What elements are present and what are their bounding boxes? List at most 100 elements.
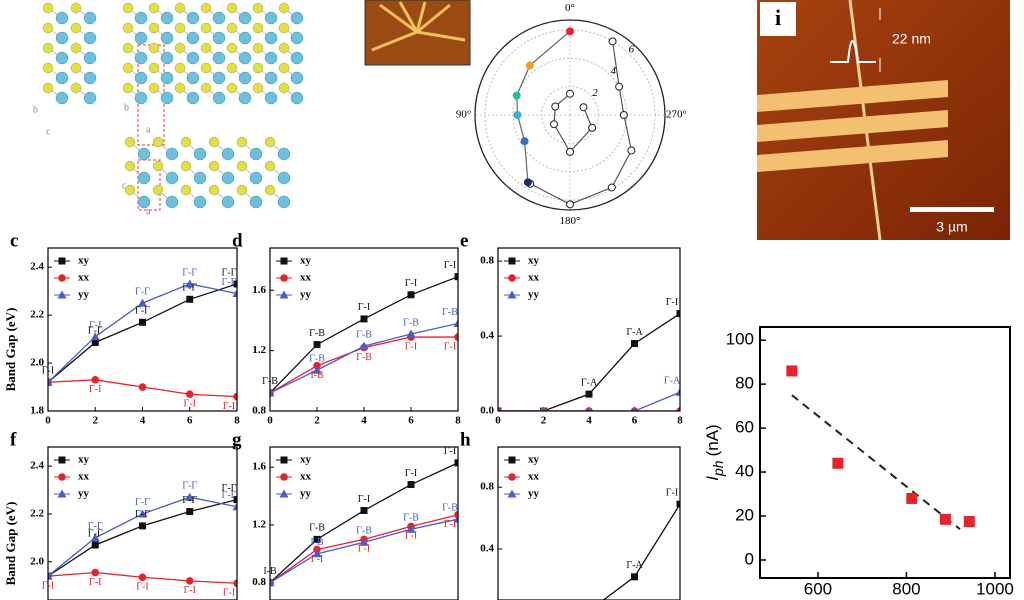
- legend-marker: [507, 290, 517, 299]
- point-label: Γ-Γ: [135, 286, 150, 297]
- x-tick-label: 8: [677, 415, 683, 427]
- atom: [290, 91, 304, 105]
- atom: [148, 62, 160, 74]
- atom: [226, 82, 238, 94]
- atom: [236, 136, 248, 148]
- legend-marker: [508, 473, 516, 481]
- legend-label: xy: [300, 454, 312, 466]
- atom: [264, 51, 278, 65]
- atom: [252, 22, 264, 34]
- atom: [122, 82, 134, 94]
- data-point: [313, 341, 321, 349]
- atom: [208, 184, 220, 196]
- atom: [134, 31, 148, 45]
- atom: [278, 62, 290, 74]
- legend-label: xy: [528, 454, 540, 466]
- atom: [55, 51, 69, 65]
- atom: [264, 31, 278, 45]
- atom: [165, 147, 179, 161]
- y-tick-label: 2.0: [30, 555, 44, 567]
- angle-label: 0°: [565, 2, 575, 14]
- y-tick-label: 0.8: [480, 481, 494, 493]
- r-tick-label: 6: [629, 43, 635, 55]
- point-label: Γ-I: [184, 585, 196, 596]
- atom: [238, 51, 252, 65]
- y-tick-label: 40: [735, 462, 754, 481]
- x-tick-label: 4: [140, 415, 146, 427]
- data-point: [186, 295, 194, 303]
- atom: [124, 184, 136, 196]
- atom: [221, 171, 235, 185]
- atom: [174, 2, 186, 14]
- polar-point: [520, 137, 529, 146]
- panel-letter: d: [232, 230, 243, 251]
- y-tick-label: 2.4: [30, 460, 44, 472]
- point-label: Γ-I: [184, 399, 196, 410]
- series-line: [498, 391, 680, 411]
- legend-marker: [508, 456, 516, 464]
- x-tick-label: 6: [187, 415, 193, 427]
- atom: [212, 31, 226, 45]
- data-point: [312, 365, 322, 374]
- polar-point: [512, 91, 521, 100]
- polar-point: [566, 200, 574, 209]
- legend-marker: [280, 473, 288, 481]
- data-point: [675, 387, 680, 396]
- y-tick-label: 0.4: [480, 330, 494, 342]
- data-point: [631, 573, 638, 581]
- series-line: [602, 503, 680, 600]
- atom: [277, 171, 291, 185]
- axis-label: b: [124, 102, 129, 113]
- atom: [160, 31, 174, 45]
- axes-frame: [47, 446, 238, 600]
- data-point: [453, 318, 458, 327]
- point-label: Γ-Γ: [182, 481, 197, 492]
- axes-frame: [497, 446, 681, 600]
- point-label: Γ-I: [89, 320, 101, 331]
- data-point: [963, 516, 975, 528]
- data-point: [233, 280, 237, 288]
- atom: [278, 42, 290, 54]
- plot-area: [48, 492, 237, 588]
- axes-frame: [759, 326, 1011, 579]
- atom: [152, 136, 164, 148]
- point-label: Γ-Γ: [182, 283, 197, 294]
- y-tick-label: 1.2: [252, 344, 266, 356]
- atom: [180, 184, 192, 196]
- point-label: Γ-B: [356, 352, 372, 363]
- polar-point: [588, 123, 597, 132]
- atom: [55, 91, 69, 105]
- atom: [174, 22, 186, 34]
- atom: [55, 71, 69, 85]
- x-tick-label: 6: [632, 415, 638, 427]
- x-tick-label: 2: [93, 415, 99, 427]
- atom: [236, 160, 248, 172]
- atom: [252, 82, 264, 94]
- atom: [42, 42, 54, 54]
- atom: [212, 11, 226, 25]
- point-label: Γ-B: [442, 307, 458, 318]
- legend-marker: [280, 257, 288, 265]
- point-label: Γ-I: [136, 582, 148, 593]
- point-label: I-B: [310, 537, 324, 548]
- point-label: I-B: [310, 370, 324, 381]
- atom: [42, 82, 54, 94]
- point-label: Γ-I: [444, 446, 456, 457]
- data-point: [406, 524, 416, 533]
- atom: [137, 171, 151, 185]
- data-point: [786, 365, 798, 377]
- axes-frame: [497, 247, 681, 412]
- atom: [212, 51, 226, 65]
- atom: [70, 22, 82, 34]
- point-label: Γ-Γ: [222, 490, 237, 501]
- panel-letter: c: [10, 230, 18, 251]
- fit-line: [791, 394, 961, 530]
- legend-label: yy: [528, 488, 540, 500]
- atom: [83, 11, 97, 25]
- plot-area: [602, 500, 680, 600]
- atom: [226, 2, 238, 14]
- data-point: [138, 509, 147, 518]
- panel-label: i: [775, 5, 781, 30]
- y-label-sub: ph: [710, 460, 726, 477]
- x-tick-label: 6: [408, 415, 414, 427]
